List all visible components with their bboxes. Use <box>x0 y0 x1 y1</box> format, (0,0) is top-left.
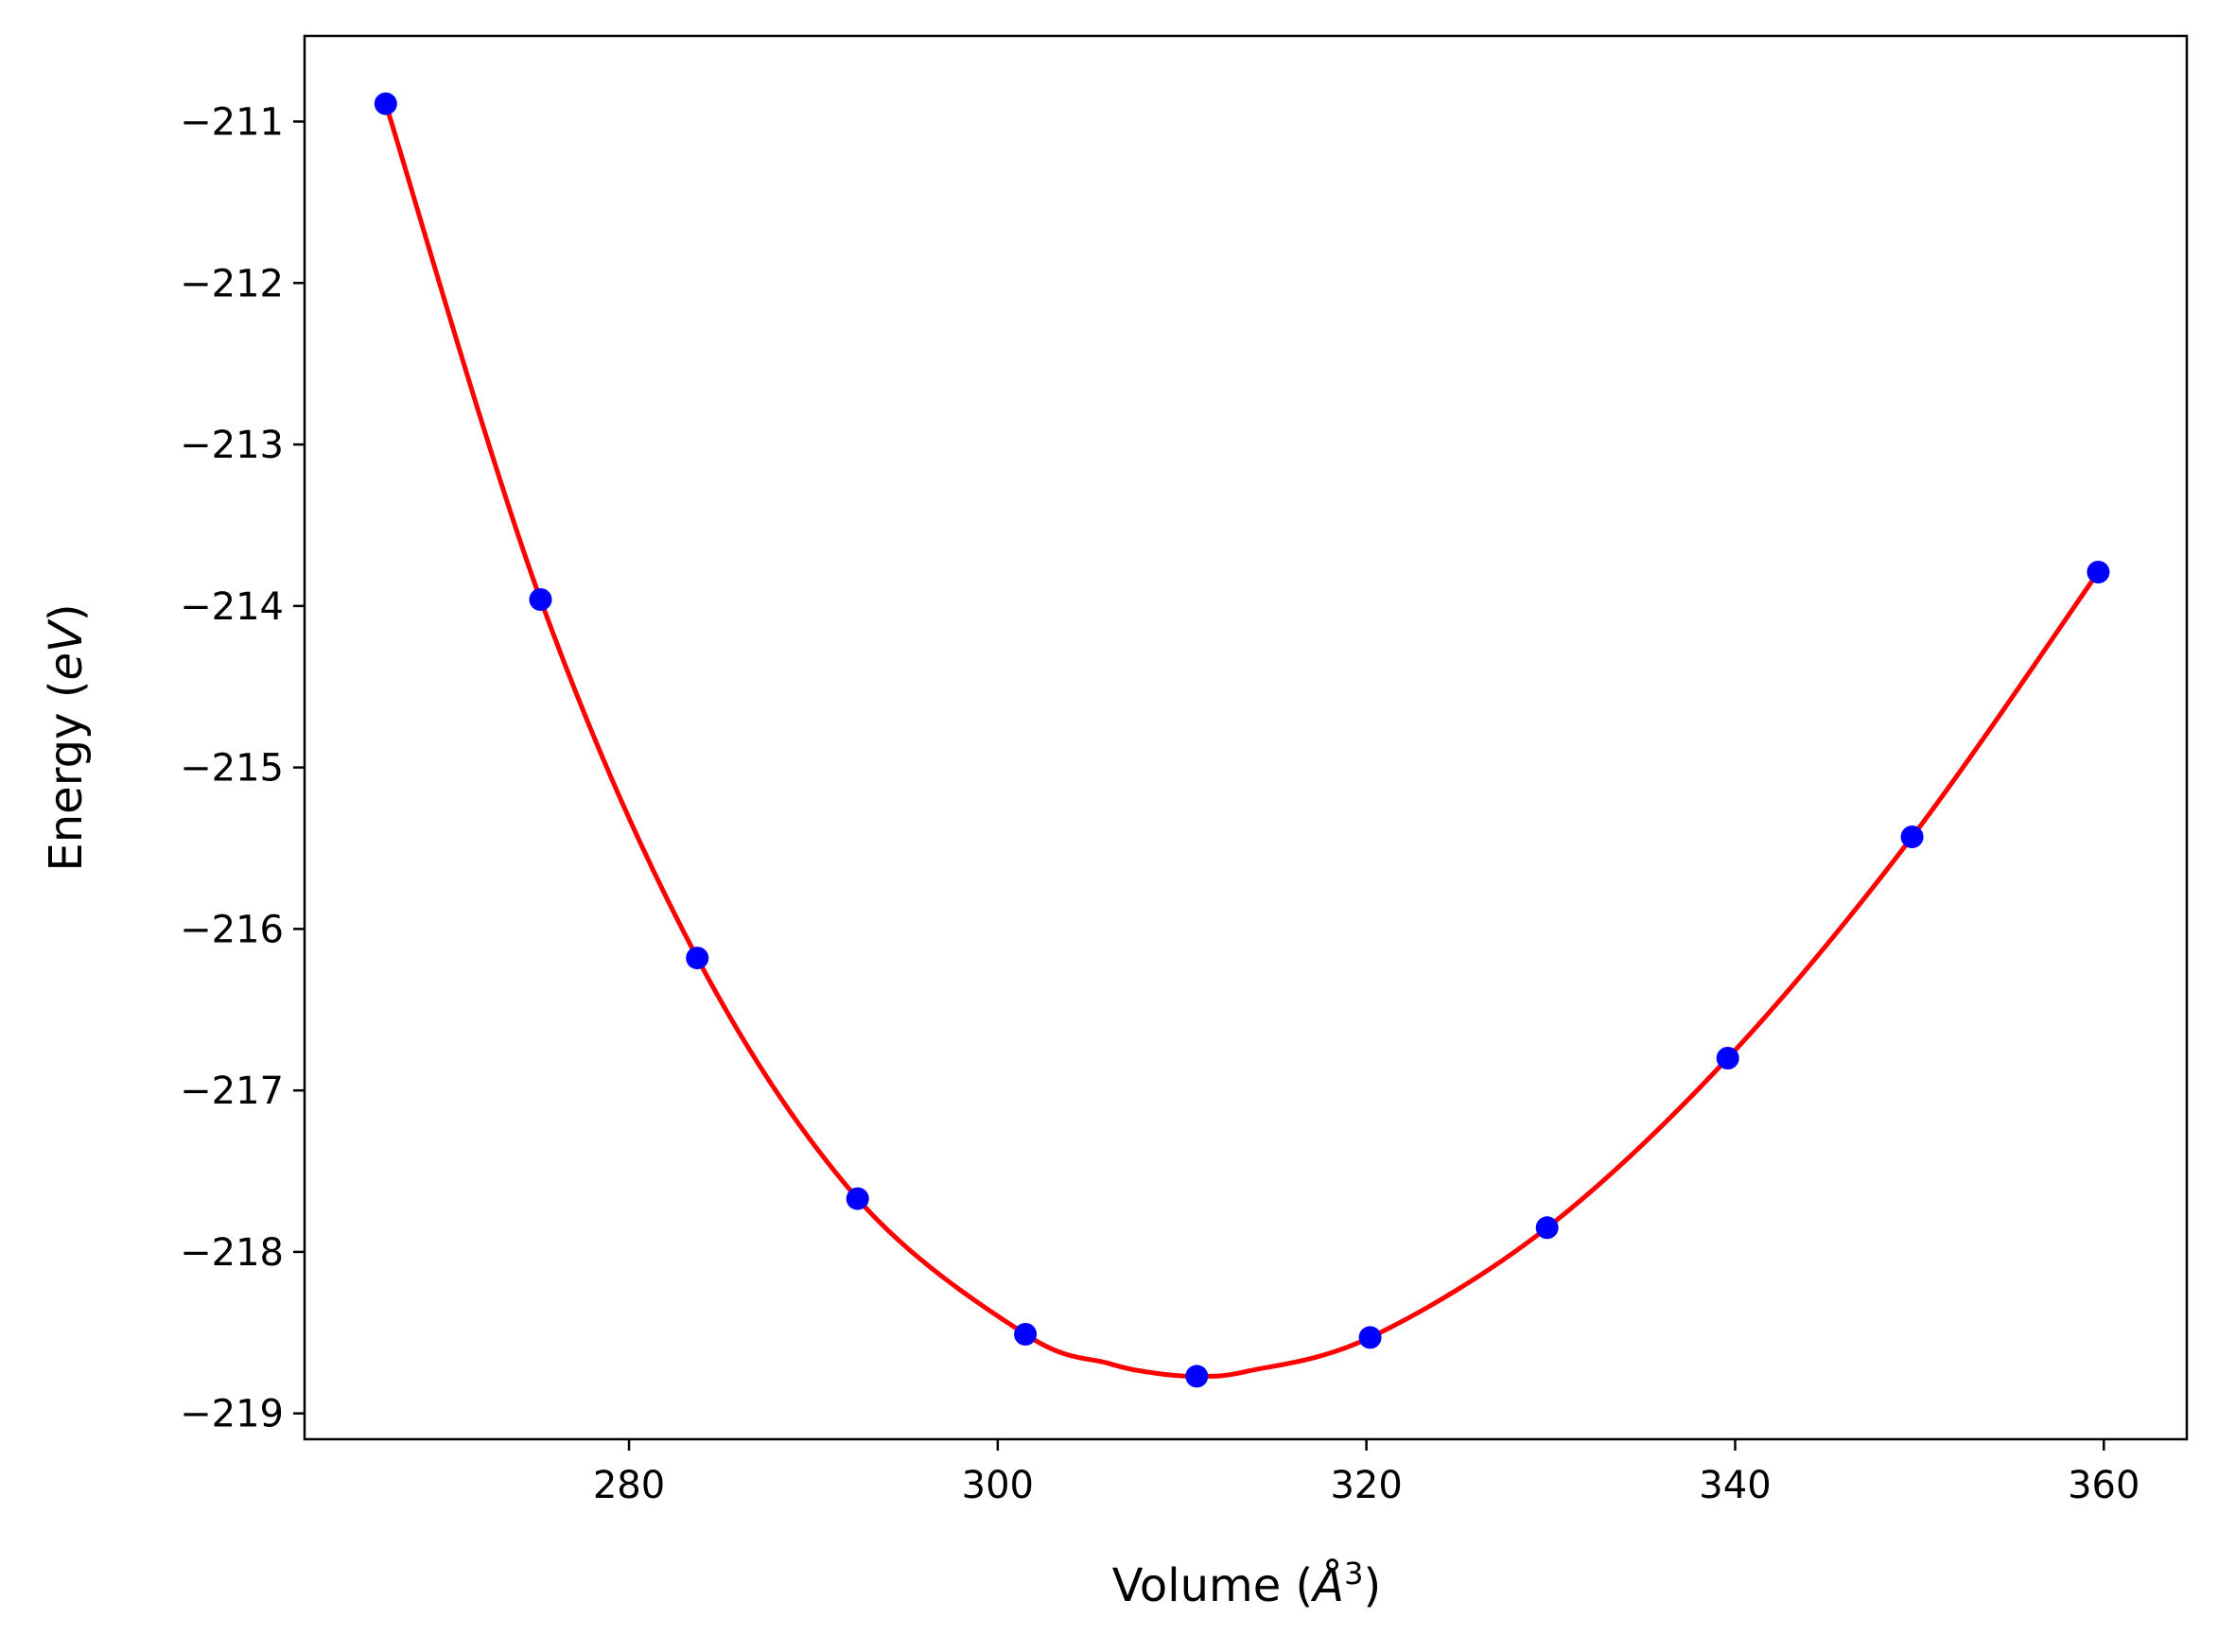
y-tick-label: −217 <box>180 1069 284 1113</box>
x-tick-label: 320 <box>1330 1464 1402 1507</box>
fit-line <box>383 102 2101 1379</box>
data-point <box>1716 1047 1739 1069</box>
data-point <box>374 92 397 115</box>
y-tick-label: −219 <box>180 1393 284 1436</box>
data-point <box>1900 826 1924 848</box>
data-point <box>1014 1323 1038 1346</box>
y-tick-label: −211 <box>180 101 284 145</box>
data-point <box>846 1187 869 1210</box>
x-tick-label: 300 <box>962 1464 1034 1507</box>
data-point <box>529 588 552 611</box>
data-point <box>2087 561 2110 583</box>
axes-frame <box>303 34 2189 1441</box>
x-axis-ticks: 280 300 320 340 360 <box>593 1439 2139 1507</box>
data-point <box>1185 1365 1209 1388</box>
data-points-layer <box>374 92 2110 1388</box>
x-axis-label: Volume (Å3) <box>1112 1556 1381 1612</box>
y-tick-label: −215 <box>180 747 284 791</box>
y-axis-label: Energy (eV) <box>40 603 93 871</box>
y-tick-label: −218 <box>180 1231 284 1275</box>
x-tick-label: 280 <box>593 1464 665 1507</box>
x-tick-label: 340 <box>1699 1464 1771 1507</box>
data-point <box>1535 1216 1559 1240</box>
fit-curve-layer <box>383 102 2101 1379</box>
y-tick-label: −216 <box>180 908 284 951</box>
data-point <box>686 947 709 970</box>
x-tick-label: 360 <box>2068 1464 2139 1507</box>
y-tick-label: −212 <box>180 262 284 305</box>
y-tick-label: −214 <box>180 585 284 629</box>
y-axis-ticks: −211 −212 −213 −214 −215 −216 −217 −218 −219 <box>180 101 305 1436</box>
y-tick-label: −213 <box>180 424 284 467</box>
data-point <box>1358 1326 1382 1349</box>
